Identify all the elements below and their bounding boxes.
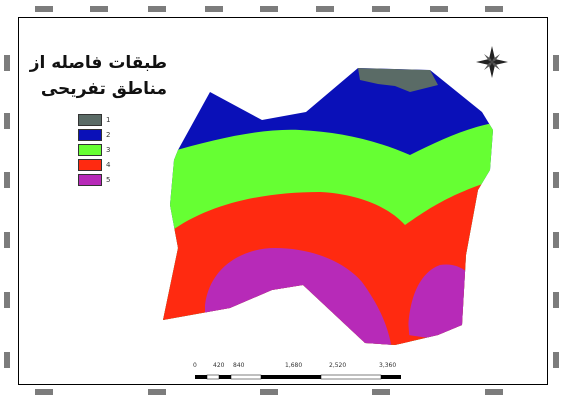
top-tick [316,6,334,12]
left-tick [4,55,10,71]
zone-4-area [394,240,410,345]
bottom-tick [35,389,53,395]
scale-label: 0 [193,362,197,369]
right-tick [553,172,559,188]
legend-swatch [78,128,102,141]
legend: 1 2 3 4 5 [78,112,110,187]
legend-swatch [78,143,102,156]
legend-item: 4 [78,157,110,172]
top-tick [372,6,390,12]
legend-item: 1 [78,112,110,127]
zone-1-area [358,68,438,92]
map-neatline [18,17,548,385]
legend-title: طبقات فاصله از مناطق تفریحی [27,50,167,102]
bottom-tick [148,389,166,395]
scale-label: 2,520 [329,362,347,369]
right-tick [553,55,559,71]
legend-label: 3 [106,145,111,154]
top-tick [485,6,503,12]
legend-swatch [78,173,102,186]
bottom-tick [485,389,503,395]
top-tick [90,6,108,12]
scale-label: 420 [213,362,225,369]
legend-swatch [78,158,102,171]
left-tick [4,232,10,248]
left-tick [4,172,10,188]
legend-label: 1 [106,115,111,124]
legend-item: 2 [78,127,110,142]
legend-label: 2 [106,130,111,139]
left-tick [4,352,10,368]
right-tick [553,292,559,308]
legend-item: 5 [78,172,110,187]
top-tick [148,6,166,12]
zone-5-area [205,248,392,345]
compass-star-icon [476,46,508,78]
scale-label: 1,680 [285,362,303,369]
legend-title-line2: مناطق تفریحی [40,79,167,99]
right-tick [553,232,559,248]
bottom-tick [260,389,278,395]
legend-title-line1: طبقات فاصله از [29,53,167,73]
top-tick [35,6,53,12]
legend-label: 4 [106,160,111,169]
legend-label: 5 [106,175,111,184]
bottom-tick [372,389,390,395]
right-tick [553,352,559,368]
top-tick [260,6,278,12]
scale-label: 3,360 [379,362,397,369]
top-tick [430,6,448,12]
left-tick [4,292,10,308]
scale-label: 840 [233,362,245,369]
zone-5-area [408,264,478,345]
legend-swatch [78,113,102,126]
top-tick [205,6,223,12]
left-tick [4,113,10,129]
scale-bar [195,374,401,380]
scale-labels: 0 420 840 1,680 2,520 3,360 [193,362,408,372]
legend-item: 3 [78,142,110,157]
right-tick [553,113,559,129]
